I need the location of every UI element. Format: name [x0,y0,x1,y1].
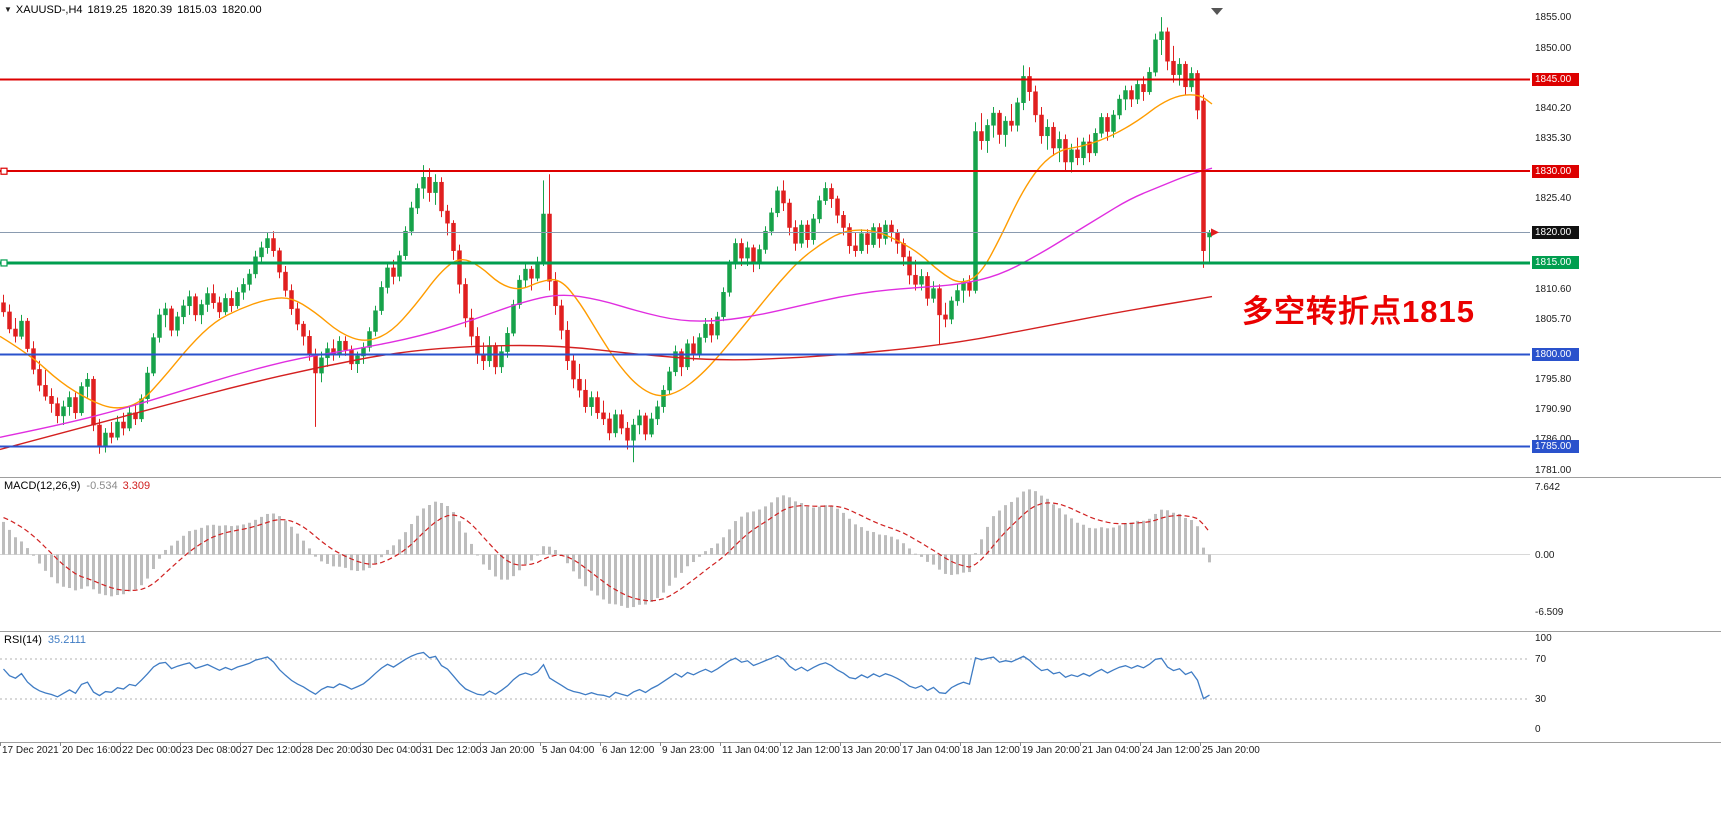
symbol-timeframe-label: XAUUSD-,H4 [15,4,83,16]
fast-ma-line [0,94,1213,409]
price-tick-label: 1790.90 [1535,404,1572,416]
price-tick-label: 1835.30 [1535,132,1572,144]
rsi-line [3,651,1210,700]
macd-panel [0,489,1530,608]
resistance-line-1830-handle [0,167,8,175]
moving-averages-layer [0,94,1213,451]
price-tick-label: 1850.00 [1535,42,1572,54]
current-price-badge: 1820.00 [1532,225,1579,239]
price-tick-label: 1810.60 [1535,283,1572,295]
price-tick-label: 1855.00 [1535,12,1572,24]
collapse-arrow-icon[interactable]: ▼ [4,5,12,14]
rsi-axis-label: 70 [1535,654,1547,665]
price-tick-label: 1805.70 [1535,313,1572,325]
ohlc-info-bar: ▼ XAUUSD-,H4 1819.25 1820.39 1815.03 1820.00 [4,4,262,16]
price-axis[interactable]: 1855.00 1850.00 1840.20 1835.30 1825.40 1810.… [1531,0,1721,832]
macd-indicator-label: MACD(12,26,9) -0.534 3.309 [4,480,150,492]
support-1800-badge: 1800.00 [1532,348,1579,362]
rsi-indicator-label: RSI(14) 35.2111 [4,634,86,646]
macd-axis-label: -6.509 [1535,607,1564,618]
high-value: 1820.39 [132,4,173,16]
support-1815-badge: 1815.00 [1532,256,1579,270]
chart-shift-marker-icon[interactable] [1211,8,1223,15]
macd-signal-value: 3.309 [122,480,151,492]
rsi-axis-label: 100 [1535,633,1552,644]
slow-ma-line [0,295,1213,451]
panel-separators [0,477,1721,746]
rsi-axis-label: 30 [1535,694,1547,705]
rsi-value: 35.2111 [47,634,87,646]
resistance-1845-badge: 1845.00 [1532,73,1579,86]
rsi-panel [0,651,1530,700]
close-value: 1820.00 [221,4,262,16]
support-1785-badge: 1785.00 [1532,439,1579,453]
low-value: 1815.03 [177,4,217,16]
resistance-1830-badge: 1830.00 [1532,164,1579,178]
current-price-arrow [1211,228,1219,237]
macd-label-text: MACD(12,26,9) [4,480,81,492]
price-tick-label: 1795.80 [1535,374,1572,386]
support-line-1815-handle [0,259,8,267]
macd-axis-label: 7.642 [1535,481,1561,493]
rsi-label-text: RSI(14) [4,634,42,646]
open-value: 1819.25 [87,4,128,16]
rsi-axis-label: 0 [1535,724,1541,735]
macd-axis-label: 0.00 [1535,549,1555,561]
candles-layer [1,17,1212,463]
macd-main-value: -0.534 [86,480,118,492]
price-tick-label: 1781.00 [1535,464,1572,476]
annotation-text[interactable]: 多空转折点1815 [1242,294,1475,329]
hlines-layer [0,78,1530,448]
macd-signal-line [3,502,1210,602]
price-tick-label: 1786.00 [1535,434,1571,445]
price-tick-label: 1840.20 [1535,102,1572,114]
medium-ma-line [0,167,1213,438]
price-tick-label: 1825.40 [1535,193,1572,205]
